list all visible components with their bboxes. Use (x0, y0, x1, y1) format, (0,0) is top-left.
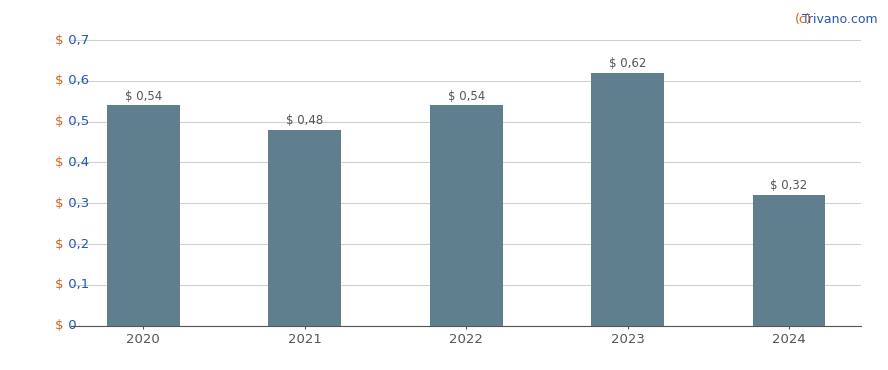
Text: $: $ (55, 197, 63, 210)
Text: $ 0,62: $ 0,62 (609, 57, 646, 70)
Text: $: $ (55, 238, 63, 250)
Bar (268, 130, 341, 326)
Text: 0,7: 0,7 (64, 34, 89, 47)
Text: $ 0,32: $ 0,32 (771, 179, 808, 192)
Text: 0,6: 0,6 (64, 74, 89, 87)
Bar (430, 105, 503, 326)
Text: $: $ (55, 278, 63, 291)
Text: $: $ (55, 156, 63, 169)
Text: 0,5: 0,5 (64, 115, 89, 128)
Text: $ 0,48: $ 0,48 (286, 114, 323, 127)
Text: $ 0,54: $ 0,54 (448, 90, 485, 102)
Text: $: $ (55, 115, 63, 128)
Bar (107, 105, 179, 326)
Text: 0: 0 (64, 319, 76, 332)
Text: $: $ (55, 319, 63, 332)
Text: 0,2: 0,2 (64, 238, 89, 250)
Bar (591, 73, 664, 326)
Text: 0,3: 0,3 (64, 197, 89, 210)
Text: 0,4: 0,4 (64, 156, 89, 169)
Text: 0,1: 0,1 (64, 278, 89, 291)
Text: Trivano.com: Trivano.com (797, 13, 877, 26)
Text: $ 0,54: $ 0,54 (124, 90, 162, 102)
Bar (753, 195, 826, 326)
Text: $: $ (55, 34, 63, 47)
Text: (c): (c) (795, 13, 812, 26)
Text: $: $ (55, 74, 63, 87)
